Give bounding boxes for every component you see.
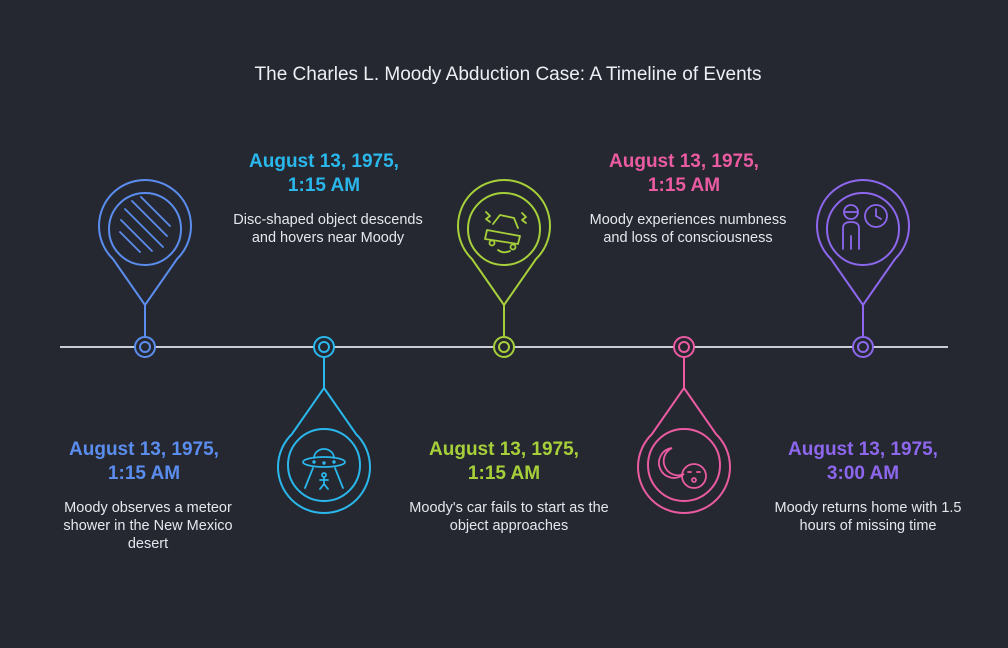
event-1-pin (99, 180, 191, 305)
event-4-node (674, 337, 694, 357)
event-3-node (494, 337, 514, 357)
person-clock-icon (843, 205, 887, 249)
event-3-date: August 13, 1975, 1:15 AM (394, 438, 614, 486)
event-3-description: Moody's car fails to start as the object… (409, 499, 609, 535)
event-3-marker (458, 180, 550, 357)
meteor-shower-icon (120, 197, 170, 252)
event-5-pin (817, 180, 909, 305)
event-5-marker (817, 180, 909, 357)
event-2-marker (278, 337, 370, 513)
car-failure-icon (485, 212, 526, 252)
event-4-date: August 13, 1975, 1:15 AM (574, 150, 794, 198)
event-5-description: Moody returns home with 1.5 hours of mis… (768, 499, 968, 535)
event-1-marker (99, 180, 191, 357)
event-4-marker (638, 337, 730, 513)
ufo-beam-icon (303, 449, 345, 489)
event-1-node (135, 337, 155, 357)
event-2-description: Disc-shaped object descends and hovers n… (228, 211, 428, 247)
event-5-node (853, 337, 873, 357)
unconscious-face-icon (659, 448, 706, 488)
event-4-description: Moody experiences numbness and loss of c… (588, 211, 788, 247)
event-1-date: August 13, 1975, 1:15 AM (34, 438, 254, 486)
event-1-description: Moody observes a meteor shower in the Ne… (48, 499, 248, 553)
event-5-date: August 13, 1975, 3:00 AM (753, 438, 973, 486)
event-2-node (314, 337, 334, 357)
event-2-date: August 13, 1975, 1:15 AM (214, 150, 434, 198)
